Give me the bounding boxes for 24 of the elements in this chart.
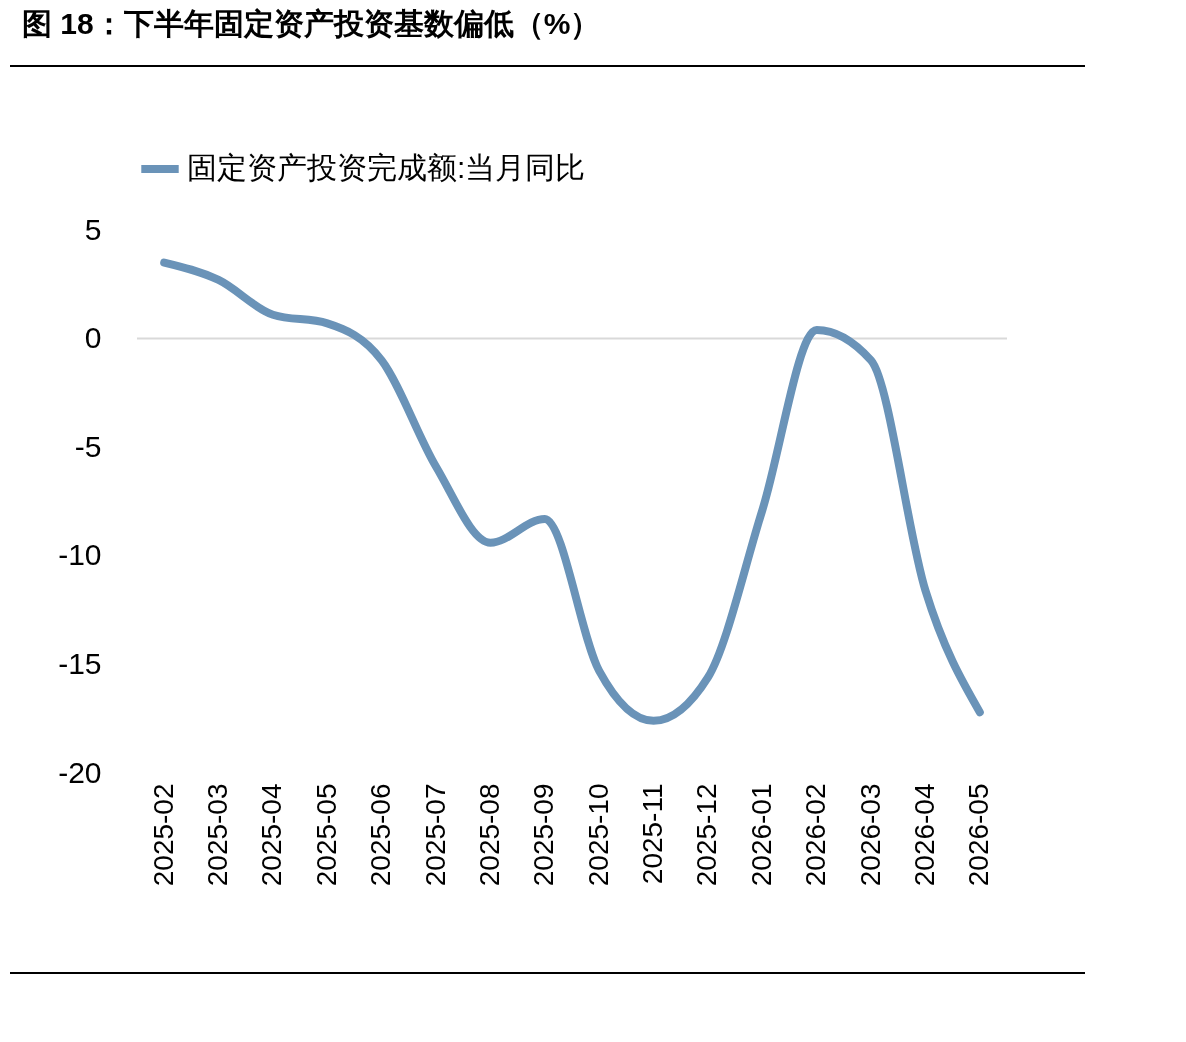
x-tick-label: 2025-11	[637, 783, 669, 885]
x-tick-label: 2026-01	[745, 783, 777, 887]
x-tick-label: 2025-05	[310, 783, 342, 887]
legend-label: 固定资产投资完成额:当月同比	[187, 151, 586, 184]
x-tick-label: 2025-06	[365, 783, 397, 887]
x-tick-label: 2026-04	[908, 783, 940, 887]
x-tick-label: 2025-12	[691, 783, 723, 887]
x-tick-label: 2025-09	[528, 783, 560, 887]
x-tick-label: 2025-04	[256, 783, 288, 887]
y-tick-label: -10	[58, 538, 102, 572]
x-tick-label: 2025-08	[473, 783, 505, 887]
x-tick-label: 2025-03	[202, 783, 234, 887]
x-tick-label: 2025-02	[147, 783, 179, 887]
y-tick-label: 5	[84, 212, 102, 246]
x-tick-label: 2025-10	[582, 783, 614, 887]
chart-title: 图 18：下半年固定资产投资基数偏低（%）	[22, 6, 601, 42]
x-tick-label: 2026-03	[854, 783, 886, 887]
y-tick-label: -5	[74, 429, 102, 463]
y-tick-label: 0	[84, 321, 102, 355]
y-tick-label: -20	[58, 755, 102, 789]
x-tick-label: 2026-02	[800, 783, 832, 887]
y-tick-label: -15	[58, 646, 102, 680]
x-tick-label: 2025-07	[419, 783, 451, 887]
x-tick-label: 2026-05	[963, 783, 995, 887]
